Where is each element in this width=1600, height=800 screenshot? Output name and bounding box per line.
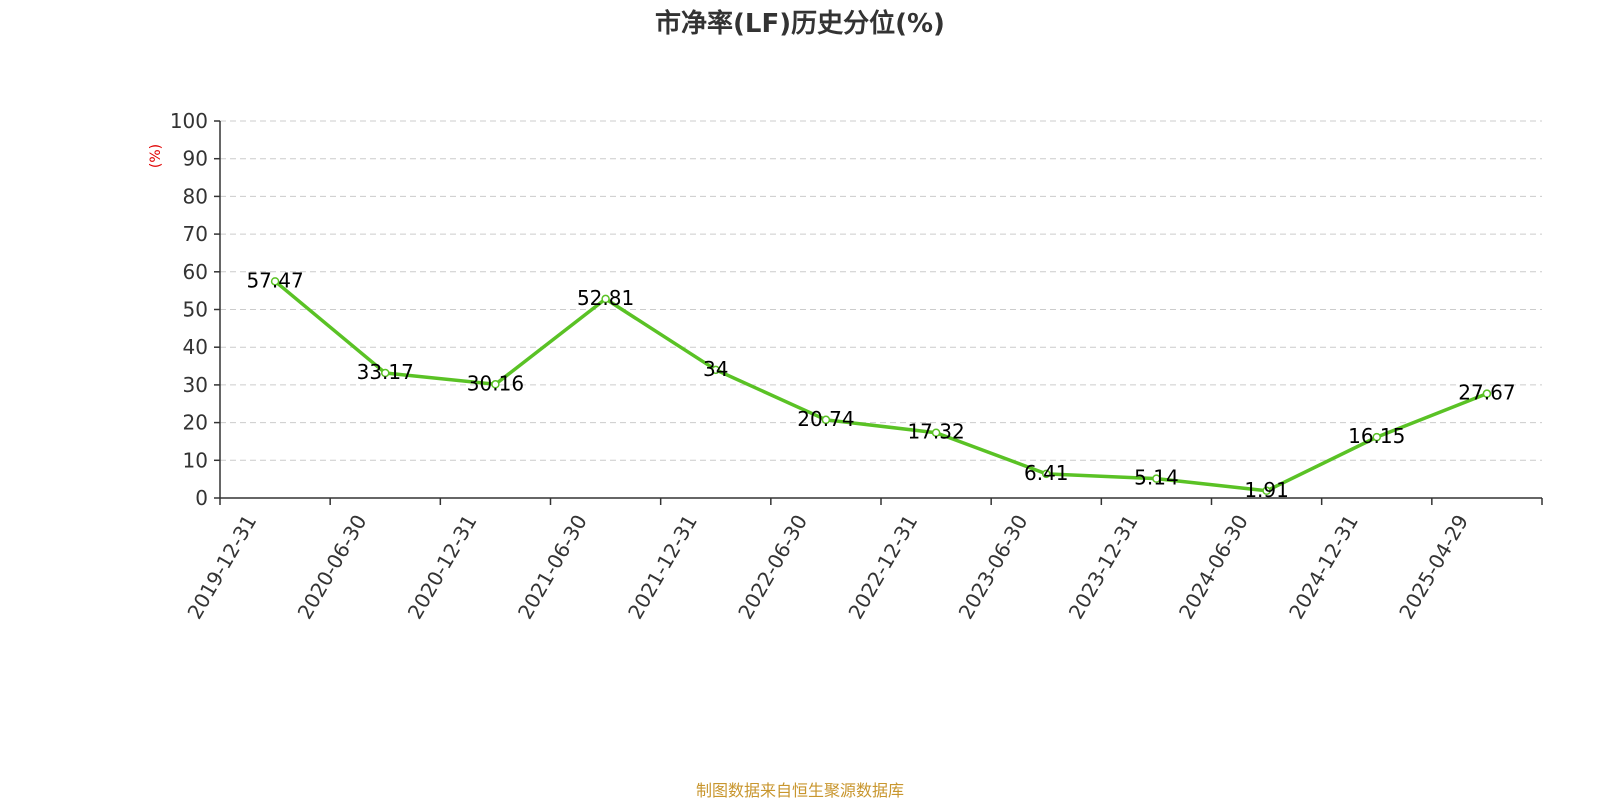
data-label: 52.81 <box>577 286 634 310</box>
y-tick-label: 20 <box>183 411 208 435</box>
data-label: 6.41 <box>1024 461 1069 485</box>
data-points <box>270 277 1492 496</box>
x-tick-label: 2024-06-30 <box>1174 511 1253 624</box>
x-tick-label: 2022-06-30 <box>733 511 812 624</box>
y-tick-label: 30 <box>183 373 208 397</box>
data-label: 17.32 <box>907 420 964 444</box>
data-label: 5.14 <box>1134 466 1179 490</box>
x-tick-label: 2022-12-31 <box>843 511 922 624</box>
x-tick-label: 2023-12-31 <box>1064 511 1143 624</box>
data-label: 1.91 <box>1244 478 1289 502</box>
chart-title: 市净率(LF)历史分位(%) <box>655 8 945 39</box>
x-tick-label: 2023-06-30 <box>954 511 1033 624</box>
data-label: 33.17 <box>357 360 414 384</box>
y-tick-labels: 0 10 20 30 40 50 60 70 80 90 100 <box>170 109 208 510</box>
data-point <box>931 428 941 437</box>
y-axis-label: (%) <box>148 144 164 168</box>
data-point <box>1152 474 1161 483</box>
data-point <box>821 415 831 425</box>
data-point <box>1482 389 1492 398</box>
x-tick-label: 2020-06-30 <box>293 511 372 624</box>
data-label: 34 <box>703 357 728 381</box>
x-tick-label: 2025-04-29 <box>1394 511 1473 624</box>
data-label: 30.16 <box>467 371 524 395</box>
y-tick-label: 0 <box>195 486 208 510</box>
data-point <box>270 277 280 286</box>
data-label: 20.74 <box>797 407 854 431</box>
y-tick-label: 50 <box>183 298 208 322</box>
x-tick-label: 2021-12-31 <box>623 511 702 624</box>
data-point <box>1372 432 1381 442</box>
data-point <box>1042 469 1051 479</box>
series-line <box>273 279 1488 493</box>
data-label: 57.47 <box>246 268 303 292</box>
y-tick-label: 70 <box>183 222 208 246</box>
y-tick-label: 100 <box>170 109 208 133</box>
data-point <box>601 294 610 304</box>
data-point <box>711 365 720 375</box>
data-labels: 57.47 33.17 30.16 52.81 34 20.74 17.32 6.41 5.14… <box>246 268 1515 501</box>
axes <box>214 120 1543 505</box>
x-tick-label: 2019-12-31 <box>182 511 261 624</box>
data-label: 16.15 <box>1348 424 1405 448</box>
data-point <box>1262 486 1271 496</box>
y-tick-label: 90 <box>183 147 208 171</box>
grid-lines <box>220 120 1542 461</box>
x-tick-label: 2021-06-30 <box>513 511 592 624</box>
y-tick-label: 60 <box>183 260 208 284</box>
y-tick-label: 10 <box>183 448 208 472</box>
data-label: 27.67 <box>1458 381 1515 405</box>
x-tick-label: 2024-12-31 <box>1284 511 1363 624</box>
y-tick-label: 40 <box>183 335 208 359</box>
series-line-group <box>273 279 1488 493</box>
source-note: 制图数据来自恒生聚源数据库 <box>696 781 904 800</box>
x-tick-labels: 2019-12-31 2020-06-30 2020-12-31 2021-06-30… <box>182 511 1473 624</box>
data-point <box>491 380 500 389</box>
y-tick-label: 80 <box>183 184 208 208</box>
x-tick-label: 2020-12-31 <box>403 511 482 624</box>
data-point <box>381 368 390 378</box>
